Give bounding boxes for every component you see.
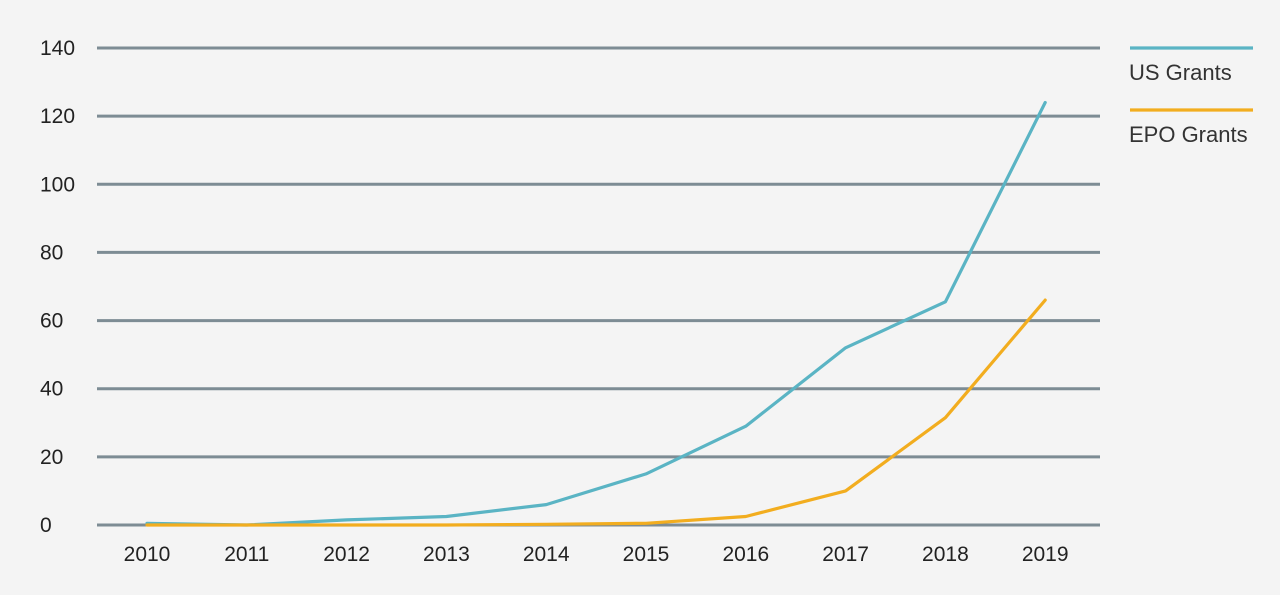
legend-label: US Grants — [1129, 60, 1232, 85]
x-axis-tick-labels: 2010 2011 2012 2013 2014 2015 2016 2017 2018 2019 — [124, 543, 1069, 566]
gridlines — [97, 46, 1100, 527]
y-tick-label: 140 — [40, 37, 75, 60]
x-tick-label: 2012 — [323, 543, 370, 566]
y-tick-label: 0 — [40, 514, 52, 537]
legend-label: EPO Grants — [1129, 122, 1248, 147]
y-tick-label: 40 — [40, 378, 63, 401]
x-tick-label: 2017 — [822, 543, 869, 566]
x-tick-label: 2016 — [722, 543, 769, 566]
x-tick-label: 2015 — [623, 543, 670, 566]
series-lines — [145, 100, 1047, 527]
series-line-2 — [145, 298, 1047, 527]
y-tick-label: 80 — [40, 241, 63, 264]
x-tick-label: 2014 — [523, 543, 570, 566]
series-line-1 — [145, 100, 1047, 527]
y-tick-label: 120 — [40, 105, 75, 128]
x-tick-label: 2019 — [1022, 543, 1069, 566]
x-tick-label: 2018 — [922, 543, 969, 566]
y-tick-label: 60 — [40, 310, 63, 333]
x-tick-label: 2013 — [423, 543, 470, 566]
x-tick-label: 2010 — [124, 543, 171, 566]
y-tick-label: 20 — [40, 446, 63, 469]
y-axis-tick-labels: 0 20 40 60 80 100 120 140 — [40, 37, 75, 537]
x-tick-label: 2011 — [224, 543, 269, 566]
y-tick-label: 100 — [40, 173, 75, 196]
legend: US Grants EPO Grants — [1129, 46, 1253, 147]
